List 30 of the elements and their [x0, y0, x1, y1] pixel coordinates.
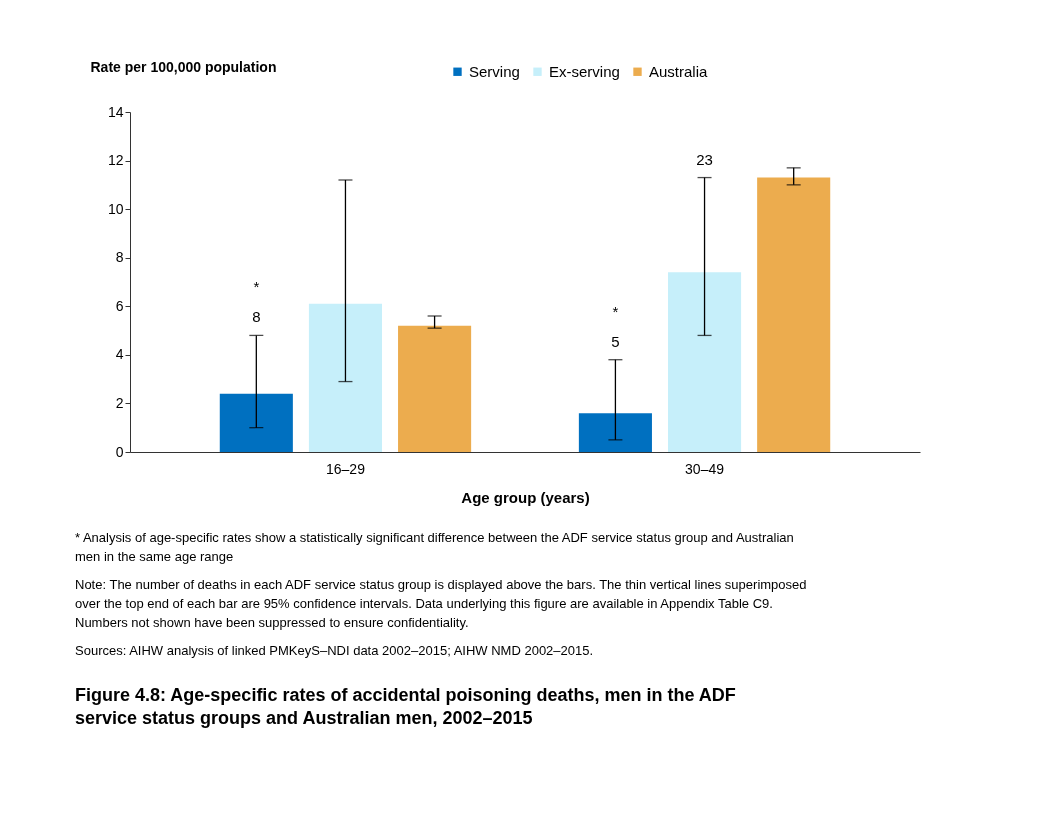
legend-label: Australia — [649, 62, 709, 80]
x-tick-label: 30–49 — [685, 460, 725, 477]
bar — [398, 325, 472, 452]
bar — [308, 303, 382, 452]
annotation: 5 — [611, 332, 620, 350]
bar — [219, 393, 293, 452]
annotation: 23 — [696, 150, 713, 168]
y-tick-label: 0 — [115, 443, 124, 460]
x-axis-title: Age group (years) — [461, 488, 590, 506]
bar — [757, 177, 831, 452]
bar — [668, 272, 742, 452]
legend-label: Serving — [469, 62, 520, 80]
text: Note: The number of deaths in each ADF service status group is displayed above the bars. The thin vertical lines superimposed over the top end of each bar are 95% confidence intervals. Data underlying this figure are available in Appendix Table C9. Numbers not shown have been suppressed to ensure confidentiality. — [75, 577, 807, 630]
y-tick-label: 12 — [107, 152, 124, 169]
y-tick-label: 10 — [107, 200, 124, 217]
y-axis-title: Rate per 100,000 population — [90, 58, 277, 75]
y-tick-label: 6 — [115, 297, 124, 314]
y-tick-label: 8 — [115, 249, 124, 266]
text: Figure 4.8: Age-specific rates of accidental poisoning deaths, men in the ADF service status groups and Australian men, 2002–2015 — [75, 685, 736, 728]
text: * Analysis of age-specific rates show a statistically significant difference between the ADF service status group and Australian men in the same age range — [75, 530, 794, 564]
bar — [578, 413, 652, 452]
annotation: * — [612, 302, 619, 320]
source-note: Sources: AIHW analysis of linked PMKeyS–NDI data 2002–2015; AIHW NMD 2002–2015. — [75, 643, 594, 658]
legend-label: Ex-serving — [549, 62, 620, 80]
annotation: 8 — [252, 308, 261, 326]
x-tick-label: 16–29 — [325, 460, 366, 477]
y-tick-label: 2 — [115, 394, 124, 411]
y-tick-label: 4 — [115, 346, 124, 363]
annotation: * — [253, 278, 260, 296]
y-tick-label: 14 — [107, 103, 124, 120]
